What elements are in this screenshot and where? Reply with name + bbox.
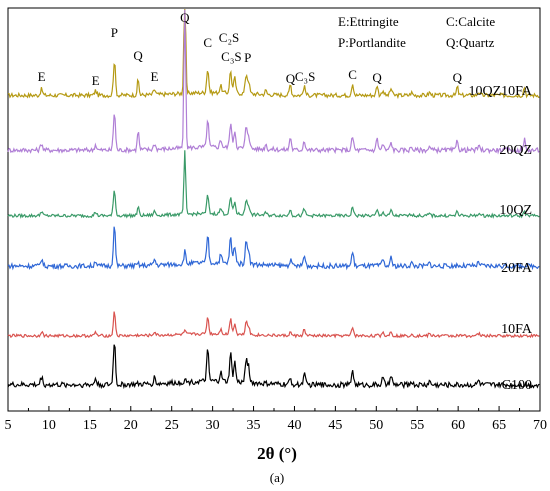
series-label-20qz: 20QZ	[499, 143, 532, 158]
x-tick-label-50: 50	[369, 418, 383, 433]
x-axis: 5 10 15 20 25 30 35 40 45 50 55 60 65 70	[5, 406, 547, 433]
x-tick-label-70: 70	[533, 418, 547, 433]
plot-area	[7, 7, 541, 412]
peak-label-7: C₂S	[219, 30, 239, 45]
series-line-c100	[7, 344, 540, 390]
peak-label-1: E	[92, 73, 100, 88]
peak-label-6: C	[203, 35, 212, 50]
x-tick-label-5: 5	[5, 418, 12, 433]
x-tick-label-65: 65	[492, 418, 506, 433]
peak-label-2: P	[111, 25, 118, 40]
peak-label-0: E	[38, 69, 46, 84]
peak-label-4: E	[151, 69, 159, 84]
x-tick-label-20: 20	[124, 418, 138, 433]
legend-entry-c: C:Calcite	[446, 14, 495, 29]
series-label-10fa: 10FA	[501, 322, 533, 337]
series-line-10qz	[7, 150, 540, 219]
peak-label-5: Q	[180, 10, 190, 25]
series-label-10qz10fa: 10QZ10FA	[468, 84, 532, 99]
x-tick-label-10: 10	[42, 418, 56, 433]
peak-label-9: P	[244, 50, 251, 65]
plot-frame	[7, 7, 541, 412]
legend-entry-e: E:Ettringite	[338, 14, 399, 29]
series-line-20qz	[7, 9, 540, 155]
x-tick-label-35: 35	[247, 418, 261, 433]
legend-entry-p: P:Portlandite	[338, 35, 406, 50]
peak-label-14: Q	[453, 70, 463, 85]
peak-label-3: Q	[133, 48, 143, 63]
legend-entry-q: Q:Quartz	[446, 35, 495, 50]
series-line-10fa	[7, 311, 540, 339]
x-tick-label-25: 25	[165, 418, 179, 433]
x-tick-label-60: 60	[451, 418, 465, 433]
series-line-10qz10fa	[7, 8, 540, 100]
peak-label-8: C₃S	[221, 49, 241, 64]
x-tick-label-45: 45	[328, 418, 342, 433]
peak-label-10: Q	[286, 71, 296, 86]
series-line-20fa	[7, 226, 540, 271]
x-axis-title: 2θ (°)	[257, 444, 297, 463]
series-labels: 10QZ10FA 20QZ 10QZ 20FA 10FA C100	[468, 84, 532, 393]
x-tick-label-40: 40	[287, 418, 301, 433]
series-label-c100: C100	[502, 378, 532, 393]
peak-label-12: C	[348, 67, 357, 82]
x-tick-label-55: 55	[410, 418, 424, 433]
figure-caption: (a)	[270, 470, 284, 485]
peak-label-13: Q	[372, 70, 382, 85]
series-label-20fa: 20FA	[501, 261, 533, 276]
series-group	[7, 8, 540, 390]
series-label-10qz: 10QZ	[499, 203, 532, 218]
legend: E:Ettringite C:Calcite P:Portlandite Q:Quar…	[338, 14, 495, 50]
x-tick-label-15: 15	[83, 418, 97, 433]
peak-label-11: C₃S	[295, 69, 315, 84]
x-tick-label-30: 30	[206, 418, 220, 433]
